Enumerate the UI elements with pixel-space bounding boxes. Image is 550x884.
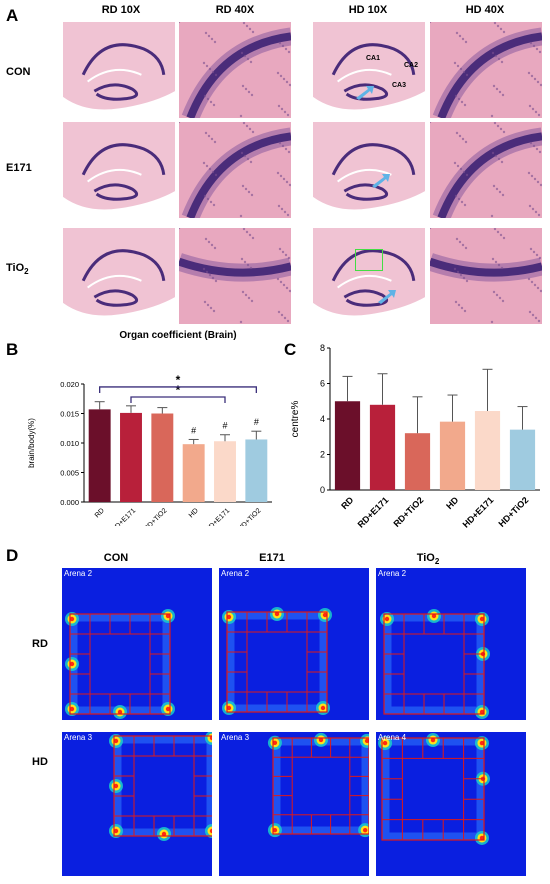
histology-image-tio2-rd-40x — [179, 228, 291, 324]
histology-image-e171-hd-10x — [313, 122, 425, 218]
significance-bracket — [130, 396, 226, 403]
significance-star: * — [176, 383, 181, 397]
y-tick-label: 0.010 — [60, 439, 79, 448]
arena-label: Arena 4 — [378, 733, 407, 742]
bar-hd — [439, 421, 466, 490]
arena-label: Arena 2 — [64, 569, 93, 578]
bar-rd — [88, 409, 111, 502]
bar-rd-tio2 — [151, 413, 174, 502]
arena-heatmap-hd-0: Arena 3 — [62, 732, 212, 876]
histology-image-e171-rd-10x — [63, 122, 175, 218]
x-tick-label: HD+E171 — [205, 507, 232, 526]
bar-rd-e171 — [120, 412, 142, 502]
organ-coefficient-chart: Organ coefficient (Brain) 0.000 0.005 0.010… — [27, 330, 272, 526]
arena-label: Arena 3 — [64, 733, 93, 742]
histology-image-tio2-hd-40x — [430, 228, 542, 324]
label-ca2: CA2 — [404, 62, 419, 69]
x-tick-label: RD+E171 — [111, 507, 138, 526]
y-tick-label: 0.000 — [60, 498, 79, 507]
y-tick-label: 0.015 — [60, 410, 79, 419]
label-ca3: CA3 — [392, 82, 407, 89]
bar-rd-e171 — [369, 404, 396, 490]
bar-hd-tio2 — [245, 439, 268, 502]
y-tick-label: 8 — [320, 343, 325, 353]
histology-image-con-rd-40x — [179, 22, 291, 118]
histology-image-con-hd-40x — [430, 22, 542, 118]
heatmap-col-con: CON — [103, 552, 129, 564]
x-tick-label: RD+TiO2 — [391, 495, 425, 529]
y-tick-label: 0.020 — [60, 380, 79, 389]
x-tick-label: HD — [444, 495, 461, 512]
row-head-tio2: TiO2 — [6, 262, 29, 277]
panel-d-letter: D — [6, 546, 19, 565]
y-axis-label: brain/body(%) — [27, 418, 36, 468]
significance-star: * — [176, 373, 181, 387]
heatmap-col-e171: E171 — [259, 552, 285, 564]
x-tick-label: HD — [188, 507, 200, 519]
col-head-rd-40x: RD 40X — [215, 4, 255, 16]
chart-title: Organ coefficient (Brain) — [119, 330, 236, 341]
col-head-rd-10x: RD 10X — [101, 4, 141, 16]
bar-hd-tio2 — [509, 429, 536, 490]
y-tick-label: 0.005 — [60, 469, 79, 478]
arena-heatmap-rd-1: Arena 2 — [219, 568, 369, 720]
histology-image-tio2-hd-10x — [313, 228, 425, 324]
y-tick-label: 0 — [320, 485, 325, 495]
bar-rd — [334, 401, 361, 490]
significance-hash: # — [191, 425, 196, 435]
histology-image-e171-hd-40x — [430, 122, 542, 218]
histology-image-tio2-rd-10x — [63, 228, 175, 324]
significance-bracket — [99, 386, 257, 393]
x-tick-label: RD+TiO2 — [143, 507, 169, 526]
arena-heatmap-hd-1: Arena 3 — [219, 732, 369, 876]
lesion-arrow-icon — [372, 174, 390, 193]
lesion-arrow-icon — [378, 290, 396, 309]
label-ca1: CA1 — [366, 55, 381, 62]
x-tick-label: HD+E171 — [461, 495, 496, 530]
x-tick-label: HD+TiO2 — [496, 495, 530, 529]
panel-c-letter: C — [284, 340, 297, 359]
bar-rd-tio2 — [404, 433, 431, 490]
y-tick-label: 2 — [320, 450, 325, 460]
panel-b-letter: B — [6, 340, 19, 359]
heatmap-col-tio2: TiO2 — [416, 552, 440, 567]
arena-label: Arena 2 — [378, 569, 407, 578]
histology-image-e171-rd-40x — [179, 122, 291, 218]
arena-heatmap-hd-2: Arena 4 — [376, 732, 526, 876]
centre-percent-chart: 0 2 4 6 8 centre% RD RD+E171 RD+TiO2 HD HD+E171 HD+… — [290, 343, 540, 530]
arena-label: Arena 3 — [221, 733, 250, 742]
x-tick-label: HD+TiO2 — [237, 507, 263, 526]
histology-image-con-hd-10x — [313, 22, 425, 118]
bar-hd — [182, 444, 205, 502]
x-tick-label: RD — [339, 495, 356, 512]
col-head-hd-40x: HD 40X — [465, 4, 505, 16]
x-tick-label: RD+E171 — [356, 495, 391, 530]
lesion-arrow-icon — [356, 86, 374, 105]
x-tick-label: RD — [94, 507, 106, 519]
row-head-con: CON — [6, 66, 31, 78]
col-head-hd-10x: HD 10X — [348, 4, 388, 16]
histology-image-con-rd-10x — [63, 22, 175, 118]
y-tick-label: 6 — [320, 379, 325, 389]
row-head-e171: E171 — [6, 162, 32, 174]
arena-heatmap-rd-0: Arena 2 — [62, 568, 212, 720]
y-tick-label: 4 — [320, 414, 325, 424]
heatmap-row-rd: RD — [32, 638, 48, 650]
arena-label: Arena 2 — [221, 569, 250, 578]
significance-hash: # — [222, 421, 227, 431]
panel-a-letter: A — [6, 6, 19, 25]
significance-hash: # — [254, 417, 259, 427]
highlight-box — [355, 249, 383, 271]
heatmap-row-hd: HD — [32, 756, 48, 768]
bar-hd-e171 — [474, 411, 501, 490]
y-axis-label: centre% — [290, 401, 301, 438]
arena-heatmap-rd-2: Arena 2 — [376, 568, 526, 720]
bar-hd-e171 — [214, 441, 236, 502]
